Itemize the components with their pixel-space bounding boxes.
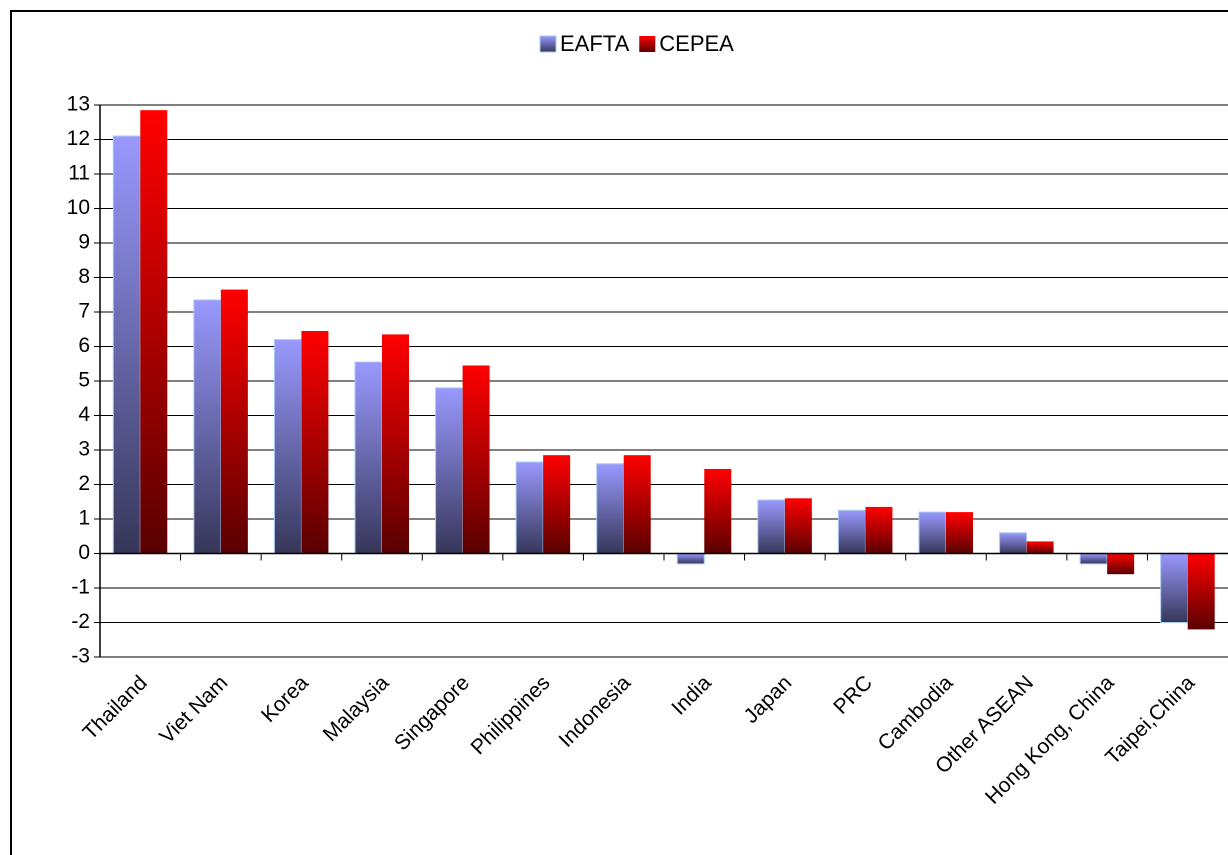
bar [784,498,812,554]
legend-swatch [539,35,557,53]
bar [273,339,302,554]
bar [193,299,222,554]
bar [301,330,329,554]
legend-label: CEPEA [659,31,734,56]
y-tick-label: 13 [67,93,90,116]
bar [112,135,141,555]
bar [354,361,383,554]
bar [1160,553,1189,623]
bar [837,509,866,554]
bar [918,511,947,554]
bar [946,512,973,554]
bar [676,553,705,565]
legend-swatch [639,36,656,52]
y-tick-label: 4 [78,403,90,426]
bar [1107,553,1135,575]
bar [623,455,651,554]
bar [1079,553,1108,565]
y-tick-label: -2 [71,610,90,633]
bar [704,468,732,554]
bar [220,289,248,554]
y-tick-label: 12 [67,127,90,150]
y-tick-label: -1 [71,576,90,599]
y-tick-label: 1 [78,507,90,530]
bar [382,334,409,554]
y-tick-label: 10 [67,196,90,219]
bar [596,463,625,554]
bar [462,365,490,554]
y-tick-label: 8 [78,265,90,288]
y-tick-label: 6 [78,334,90,357]
bar [1187,553,1215,630]
bar [1026,541,1054,554]
y-tick-label: 7 [78,300,90,323]
y-tick-label: 3 [78,438,90,461]
y-tick-label: 11 [68,162,90,185]
y-tick-label: 5 [78,369,90,392]
bar [435,387,464,554]
bar [757,499,786,554]
y-tick-label: 9 [78,231,90,254]
y-tick-label: 0 [78,541,90,564]
bar [865,506,893,554]
y-tick-label: -3 [71,645,90,668]
bar [999,532,1028,554]
bar [140,110,168,554]
y-tick-label: 2 [78,472,90,495]
bar [543,455,571,554]
bar [515,461,544,555]
legend-label: EAFTA [560,31,630,56]
